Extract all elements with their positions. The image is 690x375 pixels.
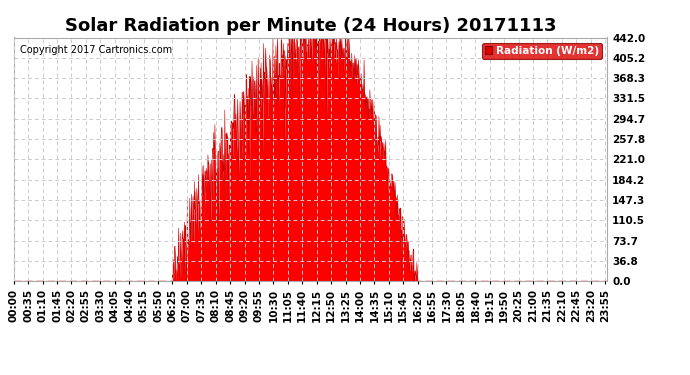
Title: Solar Radiation per Minute (24 Hours) 20171113: Solar Radiation per Minute (24 Hours) 20… (65, 16, 556, 34)
Legend: Radiation (W/m2): Radiation (W/m2) (482, 43, 602, 59)
Text: Copyright 2017 Cartronics.com: Copyright 2017 Cartronics.com (20, 45, 172, 55)
